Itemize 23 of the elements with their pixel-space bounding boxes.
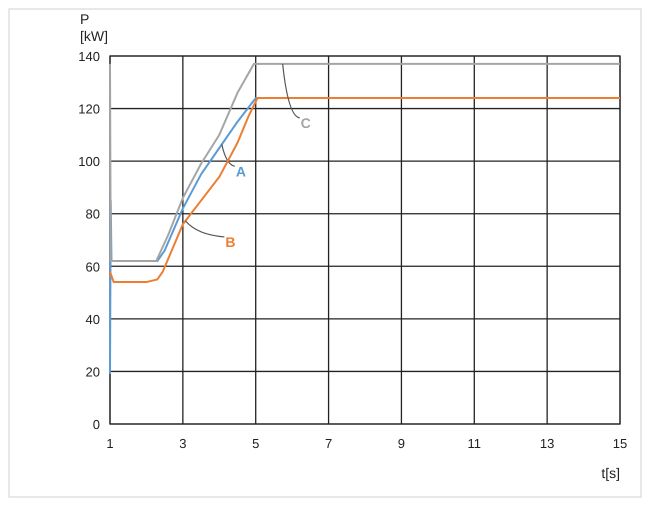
x-tick-label: 11 <box>468 436 482 451</box>
x-tick-label: 5 <box>252 436 260 451</box>
x-tick-label: 13 <box>540 436 554 451</box>
y-tick-label: 20 <box>86 364 100 380</box>
x-tick-label: 3 <box>179 436 186 451</box>
y-tick-label: 100 <box>78 154 100 170</box>
text: B <box>225 234 236 250</box>
y-axis-title: P [kW] <box>80 11 108 44</box>
line-series <box>109 62 621 262</box>
x-tick-label: 9 <box>398 436 406 451</box>
text: C <box>300 114 311 131</box>
y-tick-label: 40 <box>86 312 100 327</box>
y-tick-label: 120 <box>78 102 100 117</box>
x-tick-label: 15 <box>612 436 628 451</box>
x-axis-title: t[s] <box>601 465 620 481</box>
x-tick-label: 1 <box>106 436 114 451</box>
line-series <box>109 97 621 284</box>
y-tick-label: 140 <box>78 49 100 64</box>
y-tick-label: 60 <box>86 259 100 274</box>
y-tick-label: 80 <box>86 206 100 222</box>
y-tick-label: 0 <box>92 417 100 432</box>
series-label: A <box>236 163 246 180</box>
x-tick-label: 7 <box>324 436 332 451</box>
